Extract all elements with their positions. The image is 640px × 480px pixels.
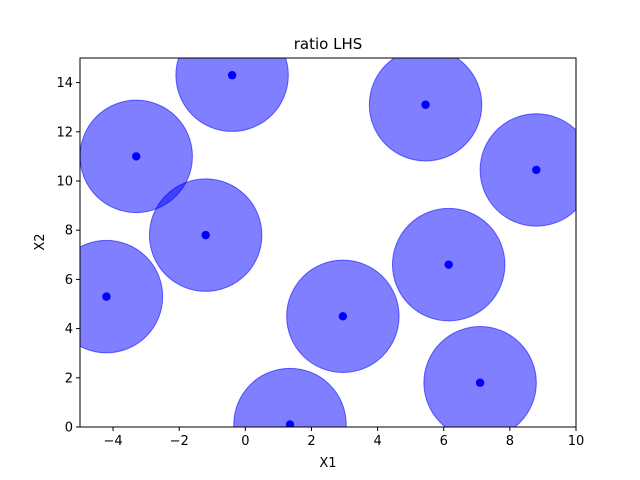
radius-circle-0 [80,239,164,354]
data-point-6 [421,100,430,109]
data-point-0 [102,292,111,301]
x-axis-label: X1 [319,456,336,471]
x-tick-label: −4 [103,434,122,449]
radius-circle-9 [479,113,576,227]
x-tick-label: 10 [568,434,585,449]
points-layer [102,71,541,427]
x-tick-label: 2 [307,434,315,449]
y-tick-label: 4 [65,322,73,337]
data-point-2 [201,230,210,240]
data-point-4 [285,420,295,427]
y-axis: 0 2 4 6 8 10 12 14 [56,76,80,436]
data-point-8 [475,378,485,387]
radius-circle-6 [368,58,483,162]
circles-layer [80,58,576,427]
radius-circle-4 [233,367,347,427]
y-tick-label: 14 [56,76,73,91]
y-tick-label: 0 [65,421,73,436]
data-point-5 [338,312,348,321]
data-point-1 [132,152,141,161]
y-tick-label: 10 [56,175,73,190]
data-point-7 [444,260,453,269]
radius-circle-8 [423,326,537,427]
x-tick-label: 4 [373,434,381,449]
plot-frame [79,57,577,428]
y-tick-label: 8 [65,224,73,239]
x-tick-label: 0 [241,434,249,449]
y-tick-label: 6 [65,273,73,288]
radius-circle-3 [175,58,289,132]
x-axis: −4 −2 0 2 4 6 8 10 [103,427,584,449]
data-point-9 [532,165,541,175]
y-axis-label: X2 [33,233,48,250]
chart-title: ratio LHS [294,35,363,53]
y-tick-label: 12 [56,125,73,140]
x-tick-label: −2 [170,434,189,449]
x-tick-label: 6 [440,434,448,449]
x-tick-label: 8 [506,434,514,449]
data-point-3 [227,71,237,80]
y-tick-label: 2 [65,371,73,386]
